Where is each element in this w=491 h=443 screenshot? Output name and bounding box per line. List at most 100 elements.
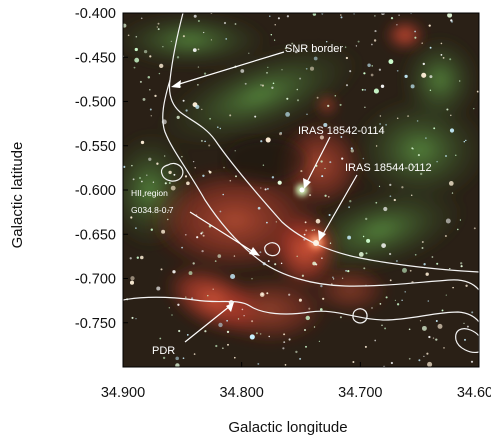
star [402,267,407,273]
star [364,345,367,348]
star [260,140,263,143]
star [384,327,387,330]
star [270,33,273,36]
star [157,28,160,31]
star [208,144,211,147]
star [411,164,413,166]
star [345,269,348,272]
star [473,227,476,230]
star [251,278,253,280]
x-tick-label: 34.700 [338,385,382,401]
star [427,361,433,367]
star [364,106,366,109]
y-tick-label: -0.450 [75,50,116,66]
star [254,115,257,118]
star [341,157,344,160]
star [212,288,214,291]
star [421,247,424,249]
star [429,46,432,49]
star [476,90,479,93]
star [150,228,153,231]
star [235,175,237,178]
star [143,49,148,54]
star [303,233,306,236]
star [373,39,377,42]
star [142,97,146,101]
star [344,46,347,48]
star [285,112,290,117]
star [444,234,447,238]
star [450,114,452,117]
star [283,341,286,344]
star [194,167,196,169]
star [347,235,352,240]
star [451,192,454,194]
star [147,75,151,79]
star [313,56,318,61]
star [141,180,143,183]
star [318,340,321,342]
star [327,104,330,108]
star [339,103,342,106]
star [303,238,306,241]
star [196,236,199,239]
star [303,328,307,332]
star [381,128,384,131]
star [449,267,451,270]
star [365,217,368,221]
star [123,165,126,169]
star [417,154,420,157]
star [418,359,421,362]
star [363,72,366,75]
star [463,140,466,143]
star [156,162,159,165]
star [324,194,327,197]
star [291,42,294,45]
star [305,315,311,321]
x-axis-ticks: 34.900 34.800 34.700 34.600 [101,362,491,401]
star [227,343,229,346]
star [135,318,137,320]
star [300,170,303,173]
star [404,291,406,293]
star [389,279,392,282]
star [321,175,324,178]
star [396,24,398,26]
star [408,328,411,331]
star [185,296,187,298]
star [178,329,181,333]
star [271,176,275,179]
star [241,308,244,311]
star [298,298,302,302]
star [416,120,419,122]
star [408,357,411,360]
star [234,150,236,152]
star [315,218,321,224]
star [409,269,412,272]
star [436,262,439,265]
star [181,155,183,158]
star [168,307,170,309]
star [380,84,385,89]
star [262,164,265,166]
star [296,255,298,258]
star [328,213,331,217]
star [129,257,132,260]
hii-region-label: HII region [131,188,168,198]
y-tick-label: -0.750 [75,316,116,332]
star [156,26,158,28]
star [159,337,162,340]
star [396,69,399,72]
star [136,256,139,259]
star [146,174,148,176]
star [186,181,190,186]
star [422,62,425,66]
star [281,69,283,71]
star [448,181,454,186]
star [267,188,269,190]
star [296,99,300,102]
y-axis-label: Galactic latitude [9,142,26,249]
star [288,338,291,341]
star [324,167,326,170]
star [127,34,130,37]
